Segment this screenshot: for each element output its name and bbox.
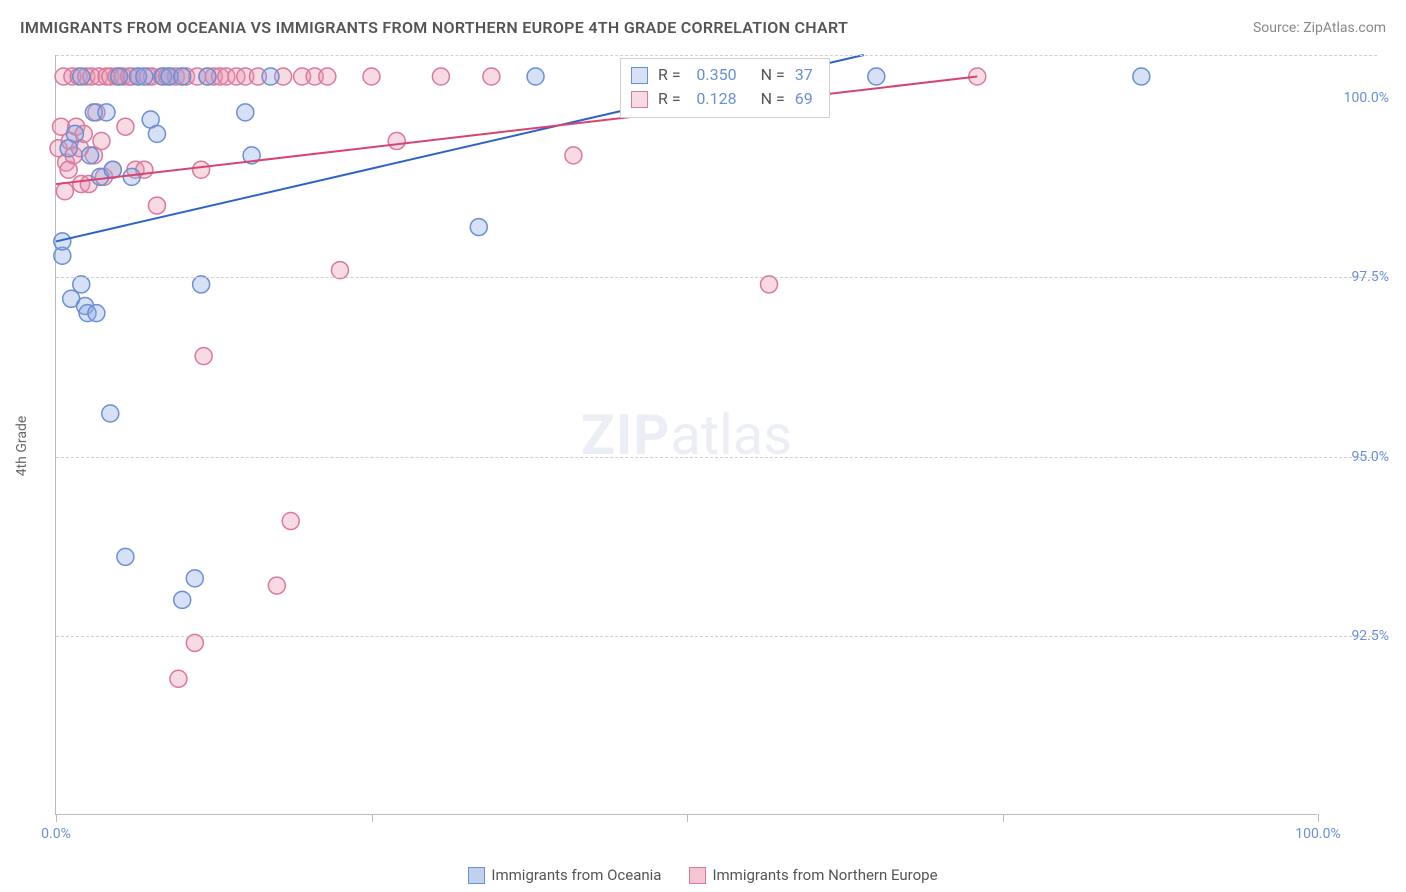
correlation-stats-box: R = 0.350 N = 37 R = 0.128 N = 69 <box>620 58 830 118</box>
data-point <box>186 634 203 651</box>
legend-item: Immigrants from Northern Europe <box>689 866 937 884</box>
plot-area: ZIPatlas R = 0.350 N = 37 R = 0.128 N = … <box>55 55 1317 815</box>
x-tick <box>372 814 373 822</box>
data-point <box>527 68 544 85</box>
x-tick <box>1003 814 1004 822</box>
chart-svg <box>56 55 1317 814</box>
y-tick-label: 92.5% <box>1351 628 1389 644</box>
data-point <box>319 68 336 85</box>
legend-label: Immigrants from Oceania <box>491 866 661 884</box>
x-tick <box>56 814 57 822</box>
y-tick-label: 95.0% <box>1351 449 1389 465</box>
data-point <box>1133 68 1150 85</box>
data-point <box>66 125 83 142</box>
data-point <box>565 147 582 164</box>
data-point <box>282 513 299 530</box>
data-point <box>331 262 348 279</box>
legend-item: Immigrants from Oceania <box>468 866 661 884</box>
data-point <box>761 276 778 293</box>
data-point <box>148 125 165 142</box>
legend-swatch <box>468 867 485 884</box>
x-tick-label: 0.0% <box>41 826 71 842</box>
data-point <box>193 276 210 293</box>
title-bar: IMMIGRANTS FROM OCEANIA VS IMMIGRANTS FR… <box>20 18 1386 37</box>
x-tick <box>1318 814 1319 822</box>
data-point <box>111 68 128 85</box>
stats-row-series-1: R = 0.350 N = 37 <box>631 63 819 87</box>
legend-label: Immigrants from Northern Europe <box>712 866 937 884</box>
data-point <box>363 68 380 85</box>
data-point <box>174 68 191 85</box>
gridline-h <box>56 636 1377 637</box>
gridline-h <box>56 55 1377 56</box>
data-point <box>432 68 449 85</box>
data-point <box>195 348 212 365</box>
legend: Immigrants from Oceania Immigrants from N… <box>0 866 1406 884</box>
data-point <box>237 104 254 121</box>
y-tick-label: 97.5% <box>1351 269 1389 285</box>
data-point <box>174 591 191 608</box>
data-point <box>868 68 885 85</box>
data-point <box>148 197 165 214</box>
data-point <box>117 548 134 565</box>
data-point <box>93 133 110 150</box>
n-value-1: 37 <box>795 63 819 87</box>
legend-swatch <box>689 867 706 884</box>
chart-source: Source: ZipAtlas.com <box>1253 20 1386 36</box>
data-point <box>199 68 216 85</box>
data-point <box>98 104 115 121</box>
swatch-series-2 <box>631 91 648 108</box>
gridline-h <box>56 457 1377 458</box>
data-point <box>117 118 134 135</box>
data-point <box>73 276 90 293</box>
stats-row-series-2: R = 0.128 N = 69 <box>631 87 819 111</box>
n-value-2: 69 <box>795 87 819 111</box>
x-tick-label: 100.0% <box>1295 826 1340 842</box>
data-point <box>73 68 90 85</box>
data-point <box>56 183 73 200</box>
data-point <box>170 670 187 687</box>
y-tick-label: 100.0% <box>1344 90 1389 106</box>
r-value-2: 0.128 <box>691 87 737 111</box>
data-point <box>136 68 153 85</box>
gridline-h <box>56 277 1377 278</box>
x-tick <box>687 814 688 822</box>
swatch-series-1 <box>631 67 648 84</box>
trend-line <box>56 77 977 185</box>
data-point <box>88 305 105 322</box>
r-value-1: 0.350 <box>691 63 737 87</box>
data-point <box>483 68 500 85</box>
data-point <box>470 219 487 236</box>
data-point <box>186 570 203 587</box>
data-point <box>388 133 405 150</box>
chart-title: IMMIGRANTS FROM OCEANIA VS IMMIGRANTS FR… <box>20 18 848 37</box>
data-point <box>262 68 279 85</box>
data-point <box>102 405 119 422</box>
data-point <box>193 161 210 178</box>
data-point <box>268 577 285 594</box>
data-point <box>82 147 99 164</box>
y-axis-label: 4th Grade <box>14 416 30 477</box>
data-point <box>104 161 121 178</box>
